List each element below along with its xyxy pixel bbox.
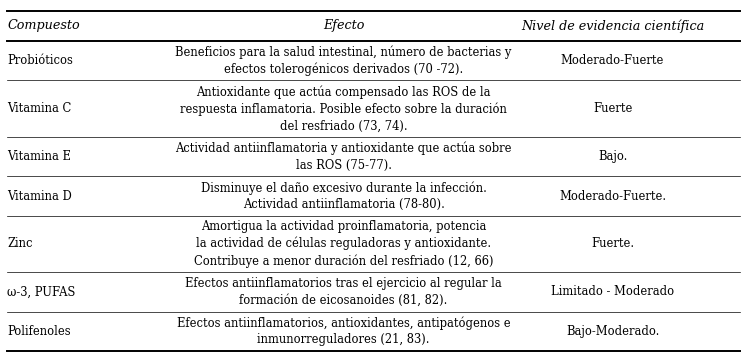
Text: ω-3, PUFAS: ω-3, PUFAS	[7, 285, 76, 299]
Text: Beneficios para la salud intestinal, número de bacterias y
efectos tolerogénicos: Beneficios para la salud intestinal, núm…	[176, 45, 512, 76]
Text: Bajo.: Bajo.	[598, 150, 627, 163]
Text: Polifenoles: Polifenoles	[7, 325, 71, 338]
Text: Moderado-Fuerte: Moderado-Fuerte	[561, 54, 664, 67]
Text: Efecto: Efecto	[323, 19, 365, 33]
Text: Amortigua la actividad proinflamatoria, potencia
la actividad de células regulad: Amortigua la actividad proinflamatoria, …	[194, 220, 493, 268]
Text: Disminuye el daño excesivo durante la infección.
Actividad antiinflamatoria (78-: Disminuye el daño excesivo durante la in…	[201, 181, 486, 211]
Text: Vitamina C: Vitamina C	[7, 102, 72, 115]
Text: Probióticos: Probióticos	[7, 54, 73, 67]
Text: Fuerte.: Fuerte.	[591, 237, 634, 251]
Text: Bajo-Moderado.: Bajo-Moderado.	[566, 325, 659, 338]
Text: Zinc: Zinc	[7, 237, 33, 251]
Text: Moderado-Fuerte.: Moderado-Fuerte.	[559, 189, 666, 203]
Text: Actividad antiinflamatoria y antioxidante que actúa sobre
las ROS (75-77).: Actividad antiinflamatoria y antioxidant…	[176, 142, 512, 172]
Text: Antioxidante que actúa compensado las ROS de la
respuesta inflamatoria. Posible : Antioxidante que actúa compensado las RO…	[180, 85, 507, 132]
Text: Compuesto: Compuesto	[7, 19, 80, 33]
Text: Nivel de evidencia científica: Nivel de evidencia científica	[521, 19, 704, 33]
Text: Limitado - Moderado: Limitado - Moderado	[551, 285, 674, 299]
Text: Fuerte: Fuerte	[593, 102, 632, 115]
Text: Vitamina E: Vitamina E	[7, 150, 72, 163]
Text: Efectos antiinflamatorios, antioxidantes, antipatógenos e
inmunorreguladores (21: Efectos antiinflamatorios, antioxidantes…	[177, 316, 510, 346]
Text: Efectos antiinflamatorios tras el ejercicio al regular la
formación de eicosanoi: Efectos antiinflamatorios tras el ejerci…	[185, 277, 502, 307]
Text: Vitamina D: Vitamina D	[7, 189, 72, 203]
